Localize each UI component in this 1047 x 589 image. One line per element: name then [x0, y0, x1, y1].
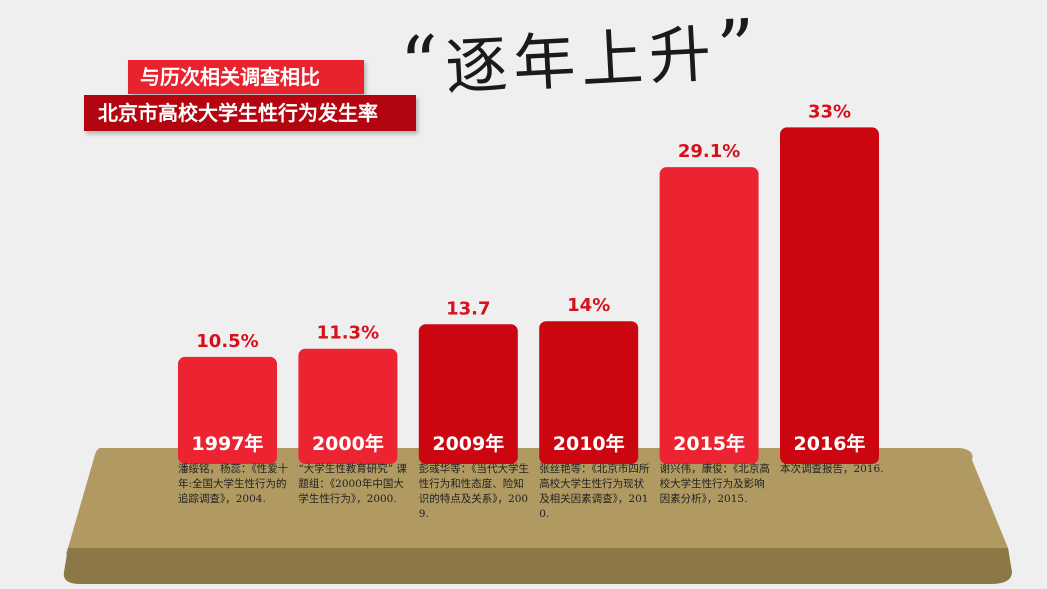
table-edge	[63, 548, 1013, 584]
bar-value-label: 33%	[808, 101, 851, 122]
source-citation: 张丝艳等：《北京市四所高校大学生性行为现状及相关因素调查》，2010.	[539, 463, 650, 520]
title-banner-line2: 北京市高校大学生性行为发生率	[84, 95, 416, 131]
bar-4	[659, 167, 759, 464]
bar-2	[418, 324, 518, 464]
bar-3	[539, 321, 639, 464]
bar-5	[780, 127, 879, 465]
source-citation: 潘绥铭，杨蕊：《性爱十年:全国大学生性行为的追踪调查》，2004.	[178, 463, 289, 505]
bar-category-label: 2016年	[794, 432, 866, 455]
bar-value-label: 14%	[567, 295, 610, 316]
table-surface	[63, 448, 1013, 584]
source-citation: “大学生性教育研究” 课题组：《2000年中国大学生性行为》，2000.	[298, 463, 407, 505]
bar-1	[298, 348, 398, 464]
source-citation: 谢兴伟，康俊：《北京高校大学生性行为及影响因素分析》，2015.	[659, 463, 770, 505]
bar-0	[178, 356, 277, 464]
bar-category-label: 2015年	[673, 432, 745, 455]
bar-value-label: 13.7	[446, 298, 490, 319]
bar-category-label: 1997年	[192, 432, 264, 455]
bar-category-label: 2009年	[432, 432, 504, 455]
bar-category-label: 2000年	[312, 432, 384, 455]
source-citation: 本次调查报告，2016.	[780, 463, 884, 475]
bar-value-label: 11.3%	[317, 323, 379, 344]
source-citation: 彭彧华等：《当代大学生性行为和性态度、险知识的特点及关系》，2009.	[418, 463, 530, 520]
bar-category-label: 2010年	[553, 432, 625, 455]
bar-value-label: 10.5%	[196, 331, 258, 352]
table-top	[66, 448, 1009, 560]
bar-value-label: 29.1%	[678, 141, 740, 162]
title-banner-line1: 与历次相关调查相比	[128, 60, 364, 94]
